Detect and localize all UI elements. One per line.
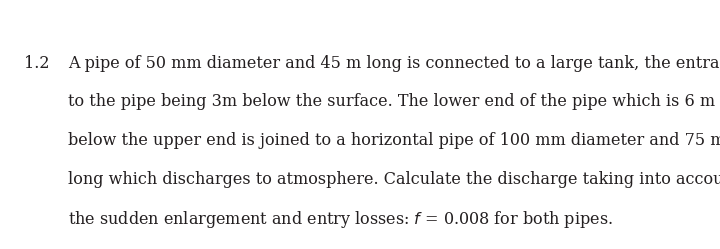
Text: below the upper end is joined to a horizontal pipe of 100 mm diameter and 75 m: below the upper end is joined to a horiz… [68, 132, 720, 149]
Text: to the pipe being 3m below the surface. The lower end of the pipe which is 6 m: to the pipe being 3m below the surface. … [68, 93, 716, 110]
Text: A pipe of 50 mm diameter and 45 m long is connected to a large tank, the entranc: A pipe of 50 mm diameter and 45 m long i… [68, 55, 720, 72]
Text: 1.2: 1.2 [24, 55, 49, 72]
Text: long which discharges to atmosphere. Calculate the discharge taking into account: long which discharges to atmosphere. Cal… [68, 171, 720, 187]
Text: the sudden enlargement and entry losses: $f$ = 0.008 for both pipes.: the sudden enlargement and entry losses:… [68, 209, 613, 230]
